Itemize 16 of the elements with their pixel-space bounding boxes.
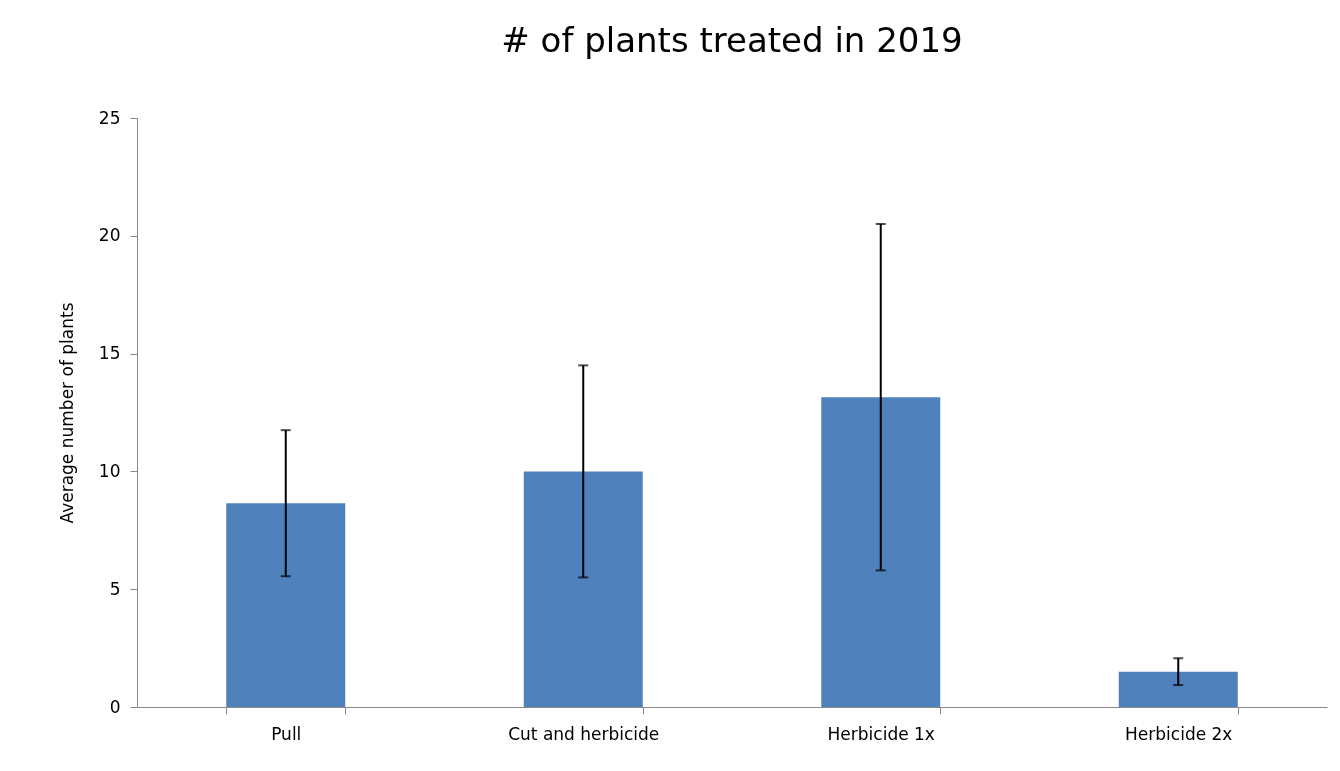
- x-tick-label: Pull: [271, 723, 302, 744]
- x-tick-label: Herbicide 1x: [827, 723, 935, 744]
- y-tick-label: 0: [109, 696, 121, 717]
- y-tick-label: 20: [98, 225, 121, 246]
- x-tick-label: Cut and herbicide: [508, 723, 660, 744]
- chart-title: # of plants treated in 2019: [501, 20, 963, 60]
- bar: [226, 503, 346, 707]
- x-tick-label: Herbicide 2x: [1125, 723, 1233, 744]
- y-tick-label: 5: [109, 578, 121, 599]
- bar: [523, 471, 643, 707]
- y-tick-label: 10: [98, 460, 121, 481]
- y-axis-title: Average number of plants: [56, 302, 77, 524]
- y-tick-label: 25: [98, 107, 121, 128]
- y-tick-label: 15: [98, 343, 121, 364]
- bar: [1118, 671, 1238, 707]
- bar: [821, 397, 941, 707]
